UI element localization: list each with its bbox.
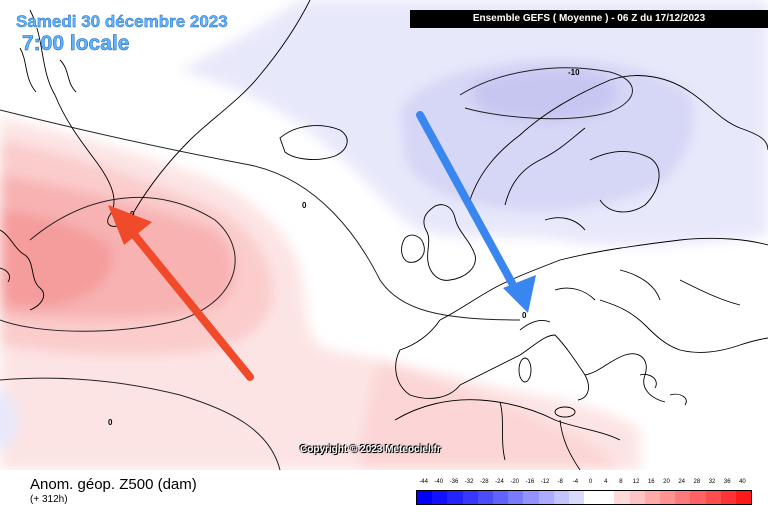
colorbar-cell [432,491,448,504]
colorbar-tick-label: -16 [525,479,535,485]
copyright-notice: Copyright © 2023 Meteociel.fr [300,444,441,455]
scandinavia [469,75,768,231]
colorbar-tick-label: -44 [419,479,428,485]
contour-label: 0 [108,418,113,427]
colorbar-cell [417,491,433,504]
colorbar-tick-label: -36 [449,479,459,485]
north-africa-coast [394,399,621,470]
red-arrow [108,205,254,381]
iceland [279,125,348,160]
colorbar-tick-label: 36 [723,479,731,485]
colorbar-tick-label: -12 [540,479,550,485]
colorbar-cell [629,491,645,504]
colorbar-cell [720,491,736,504]
canada-coast [0,229,44,311]
colorbar-cell [492,491,509,504]
british-isles [401,204,476,281]
forecast-time: 7:00 locale [22,32,130,56]
colorbar-cell [660,491,676,504]
colorbar-tick-label: 0 [588,479,593,485]
colorbar-tick-label: 28 [693,479,701,485]
colorbar-cell [705,491,721,504]
colorbar-tick-label: 40 [739,479,746,485]
colorbar-cell [462,491,478,504]
contour-label: -10 [568,68,580,77]
colorbar-tick-label: 12 [632,479,640,485]
colorbar-tick-label: 32 [708,479,716,485]
forecast-date: Samedi 30 décembre 2023 [16,12,228,31]
colorbar-tick-label: -40 [434,479,444,485]
variable-label: Anom. géop. Z500 (dam) [30,476,197,493]
colorbar-tick-label: -4 [572,479,579,485]
colorbar-cell [477,491,493,504]
colorbar-tick-label: -24 [495,479,504,485]
contour-label: 0 [522,311,527,320]
mediterranean-islands [518,357,687,418]
colorbar-cell [690,491,706,504]
legend-bar: Anom. géop. Z500 (dam) (+ 312h) -44 -40 -3… [0,470,768,512]
colorbar-cell [568,491,585,504]
colorbar-cell [614,491,630,504]
anomaly-map: -10 0 0 0 0 [0,0,768,470]
colorbar-tick-label: -28 [479,479,489,485]
colorbar-cell [584,491,600,504]
colorbar-tick-label: 20 [663,479,670,485]
colorbar-cell [644,491,660,504]
europe-coastlines [395,237,768,403]
colorbar-cell [553,491,569,504]
colorbar-ticks: -44 -40 -36 -32 -28 -24 -20 -16 -12 -8 -4 0 4 8 12 16 20… [416,479,752,489]
colorbar [416,490,752,505]
colorbar-tick-label: -8 [557,479,563,485]
colorbar-cell [735,491,752,504]
colorbar-tick-label: 4 [604,479,608,485]
model-run-header: Ensemble GEFS ( Moyenne ) - 06 Z du 17/1… [410,10,768,28]
contour-lines [0,67,633,470]
colorbar-cell [538,491,554,504]
blue-arrow [416,111,536,313]
lead-time-label: (+ 312h) [30,494,68,505]
colorbar-cell [508,491,524,504]
colorbar-tick-label: -32 [464,479,474,485]
colorbar-cell [447,491,463,504]
colorbar-tick-label: 8 [619,479,623,485]
colorbar-cell [675,491,691,504]
colorbar-cell [599,491,615,504]
colorbar-cell [523,491,539,504]
negative-anomaly-area [0,0,768,450]
colorbar-tick-label: 24 [678,479,686,485]
colorbar-tick-label: 16 [647,479,655,485]
colorbar-tick-label: -20 [510,479,520,485]
contour-label: 0 [302,201,307,210]
